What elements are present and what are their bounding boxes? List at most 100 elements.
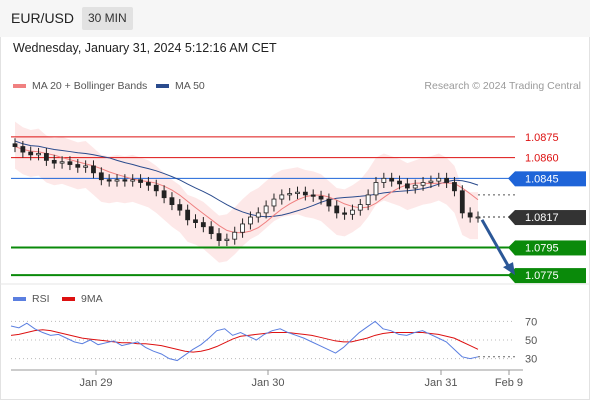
candle-body xyxy=(302,191,308,196)
candle-body xyxy=(153,184,159,192)
forecast-arrow-head xyxy=(503,262,515,276)
level-label-1-0795: 1.0795 xyxy=(525,242,559,254)
candle-body xyxy=(397,180,402,185)
candle-body xyxy=(436,177,442,182)
ma20-swatch-icon xyxy=(13,84,26,88)
level-label-1-0875: 1.0875 xyxy=(525,132,559,144)
candle-body xyxy=(59,161,65,164)
candle-body xyxy=(216,233,222,241)
candle-body xyxy=(295,191,300,194)
legend-item-rsi: RSI xyxy=(13,293,50,305)
ma50-line xyxy=(14,140,479,218)
candle-body xyxy=(36,153,41,156)
candle-body xyxy=(318,195,324,200)
candle-body xyxy=(248,216,253,225)
legend-label-9ma: 9MA xyxy=(81,293,103,305)
candle-body xyxy=(51,159,57,164)
candle-body xyxy=(130,179,136,182)
forecast-arrow-shaft xyxy=(480,219,512,270)
rsi-tick-label-50: 50 xyxy=(525,335,537,347)
candle-body xyxy=(224,238,230,241)
candle-body xyxy=(420,182,426,186)
candle-body xyxy=(177,204,183,211)
candle-body xyxy=(467,212,473,218)
candle-body xyxy=(412,184,418,189)
candle-body xyxy=(263,205,269,214)
x-axis-label-jan-30: Jan 30 xyxy=(251,377,284,389)
candle-body xyxy=(208,226,214,235)
candle-body xyxy=(334,205,340,214)
chart-timestamp: Wednesday, January 31, 2024 5:12:16 AM C… xyxy=(13,41,277,55)
candle-body xyxy=(98,172,104,181)
candle-body xyxy=(138,179,143,183)
legend-item-ma20: MA 20 + Bollinger Bands xyxy=(13,80,147,92)
level-label-1-0845: 1.0845 xyxy=(525,173,559,185)
candle-body xyxy=(106,179,112,182)
legend-item-ma50: MA 50 xyxy=(156,80,205,92)
candle-body xyxy=(389,177,395,182)
candle-body xyxy=(114,179,120,182)
candle-body xyxy=(342,212,347,215)
currency-pair-title: EUR/USD xyxy=(11,10,75,26)
candle-body xyxy=(444,177,450,183)
rsi-9ma-line xyxy=(10,329,479,353)
level-badge-1-0795 xyxy=(515,240,586,256)
candle-body xyxy=(373,182,379,196)
candle-body xyxy=(193,219,198,223)
candle-body xyxy=(365,194,371,206)
candle-body xyxy=(146,182,151,186)
candle-body xyxy=(428,180,434,183)
candle-body xyxy=(83,165,89,168)
rsi-swatch-icon xyxy=(13,297,26,301)
x-axis-label-jan-29: Jan 29 xyxy=(79,377,112,389)
level-badge-1-0817 xyxy=(515,210,586,226)
chart-header: EUR/USD 30 MIN xyxy=(0,0,590,37)
candle-body xyxy=(350,209,355,215)
candle-body xyxy=(452,182,457,192)
candle-body xyxy=(122,179,128,182)
candle-body xyxy=(287,193,293,196)
candle-body xyxy=(279,194,285,200)
research-credit: Research © 2024 Trading Central xyxy=(424,80,581,92)
candle-body xyxy=(67,161,73,165)
ma50-swatch-icon xyxy=(156,84,169,88)
ma9-swatch-icon xyxy=(62,297,75,301)
rsi-tick-label-30: 30 xyxy=(525,354,537,366)
x-axis-label-feb-9: Feb 9 xyxy=(495,377,523,389)
candle-body xyxy=(43,153,49,161)
level-badge-pointer-1-0817 xyxy=(508,210,515,226)
candle-body xyxy=(357,204,363,211)
candle-body xyxy=(475,216,481,219)
candle-body xyxy=(75,164,81,168)
bollinger-band-area xyxy=(15,121,478,263)
candle-body xyxy=(404,183,410,189)
candle-body xyxy=(12,143,18,147)
legend-item-9ma: 9MA xyxy=(62,293,103,305)
candle-body xyxy=(255,212,261,218)
candle-body xyxy=(381,177,387,183)
candle-body xyxy=(326,198,332,207)
candle-body xyxy=(240,223,245,233)
candle-body xyxy=(161,190,167,199)
level-label-1-0775: 1.0775 xyxy=(525,270,559,282)
level-badge-pointer-1-0795 xyxy=(508,240,515,256)
candle-body xyxy=(271,198,277,207)
level-badge-1-0775 xyxy=(515,268,586,284)
legend-label-ma50: MA 50 xyxy=(175,80,205,92)
legend-label-rsi: RSI xyxy=(32,293,50,305)
candle-body xyxy=(28,151,34,156)
level-label-1-0817: 1.0817 xyxy=(525,212,559,224)
rsi-line xyxy=(10,320,479,362)
candle-body xyxy=(20,146,26,153)
x-axis-label-jan-31: Jan 31 xyxy=(424,377,457,389)
candle-body xyxy=(459,190,465,214)
legend-label-ma20: MA 20 + Bollinger Bands xyxy=(32,80,148,92)
candle-body xyxy=(91,165,96,174)
timeframe-badge[interactable]: 30 MIN xyxy=(82,7,133,30)
level-label-1-0860: 1.0860 xyxy=(525,153,559,165)
level-badge-pointer-1-0845 xyxy=(508,171,515,187)
candle-body xyxy=(169,197,175,206)
level-badge-1-0845 xyxy=(515,171,586,187)
candle-body xyxy=(232,231,238,240)
